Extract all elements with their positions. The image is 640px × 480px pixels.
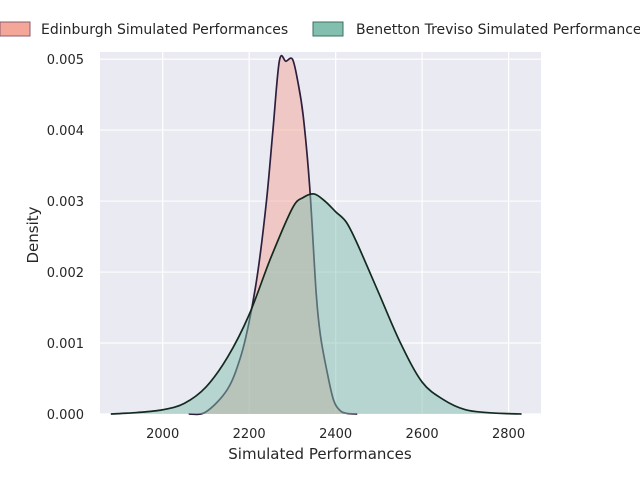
density-area-benetton: [110, 193, 522, 414]
y-axis-label: Density: [24, 206, 42, 263]
x-tick-label: 2400: [319, 427, 352, 442]
y-tick-label: 0.002: [47, 266, 84, 281]
legend-swatch-edinburgh: [0, 21, 31, 37]
legend-label-edinburgh: Edinburgh Simulated Performances: [41, 22, 288, 38]
density-line-benetton: [110, 192, 522, 415]
legend-label-benetton: Benetton Treviso Simulated Performances: [356, 22, 640, 38]
x-tick-label: 2600: [406, 427, 439, 442]
legend-swatch-benetton: [312, 21, 344, 37]
legend: Edinburgh Simulated Performances Benetto…: [0, 21, 640, 38]
x-tick-label: 2800: [492, 427, 525, 442]
y-tick-label: 0.004: [47, 124, 84, 139]
y-tick-label: 0.003: [47, 195, 84, 210]
x-tick-label: 2200: [233, 427, 266, 442]
x-tick-label: 2000: [146, 427, 179, 442]
y-tick-label: 0.005: [47, 53, 84, 68]
y-tick-label: 0.000: [47, 408, 84, 423]
x-axis-label: Simulated Performances: [228, 445, 412, 463]
density-series: [110, 54, 522, 416]
tick-labels: 2000 2200 2400 2600 2800 0.000 0.001 0.002 0.003…: [47, 53, 525, 442]
y-tick-label: 0.001: [47, 337, 84, 352]
